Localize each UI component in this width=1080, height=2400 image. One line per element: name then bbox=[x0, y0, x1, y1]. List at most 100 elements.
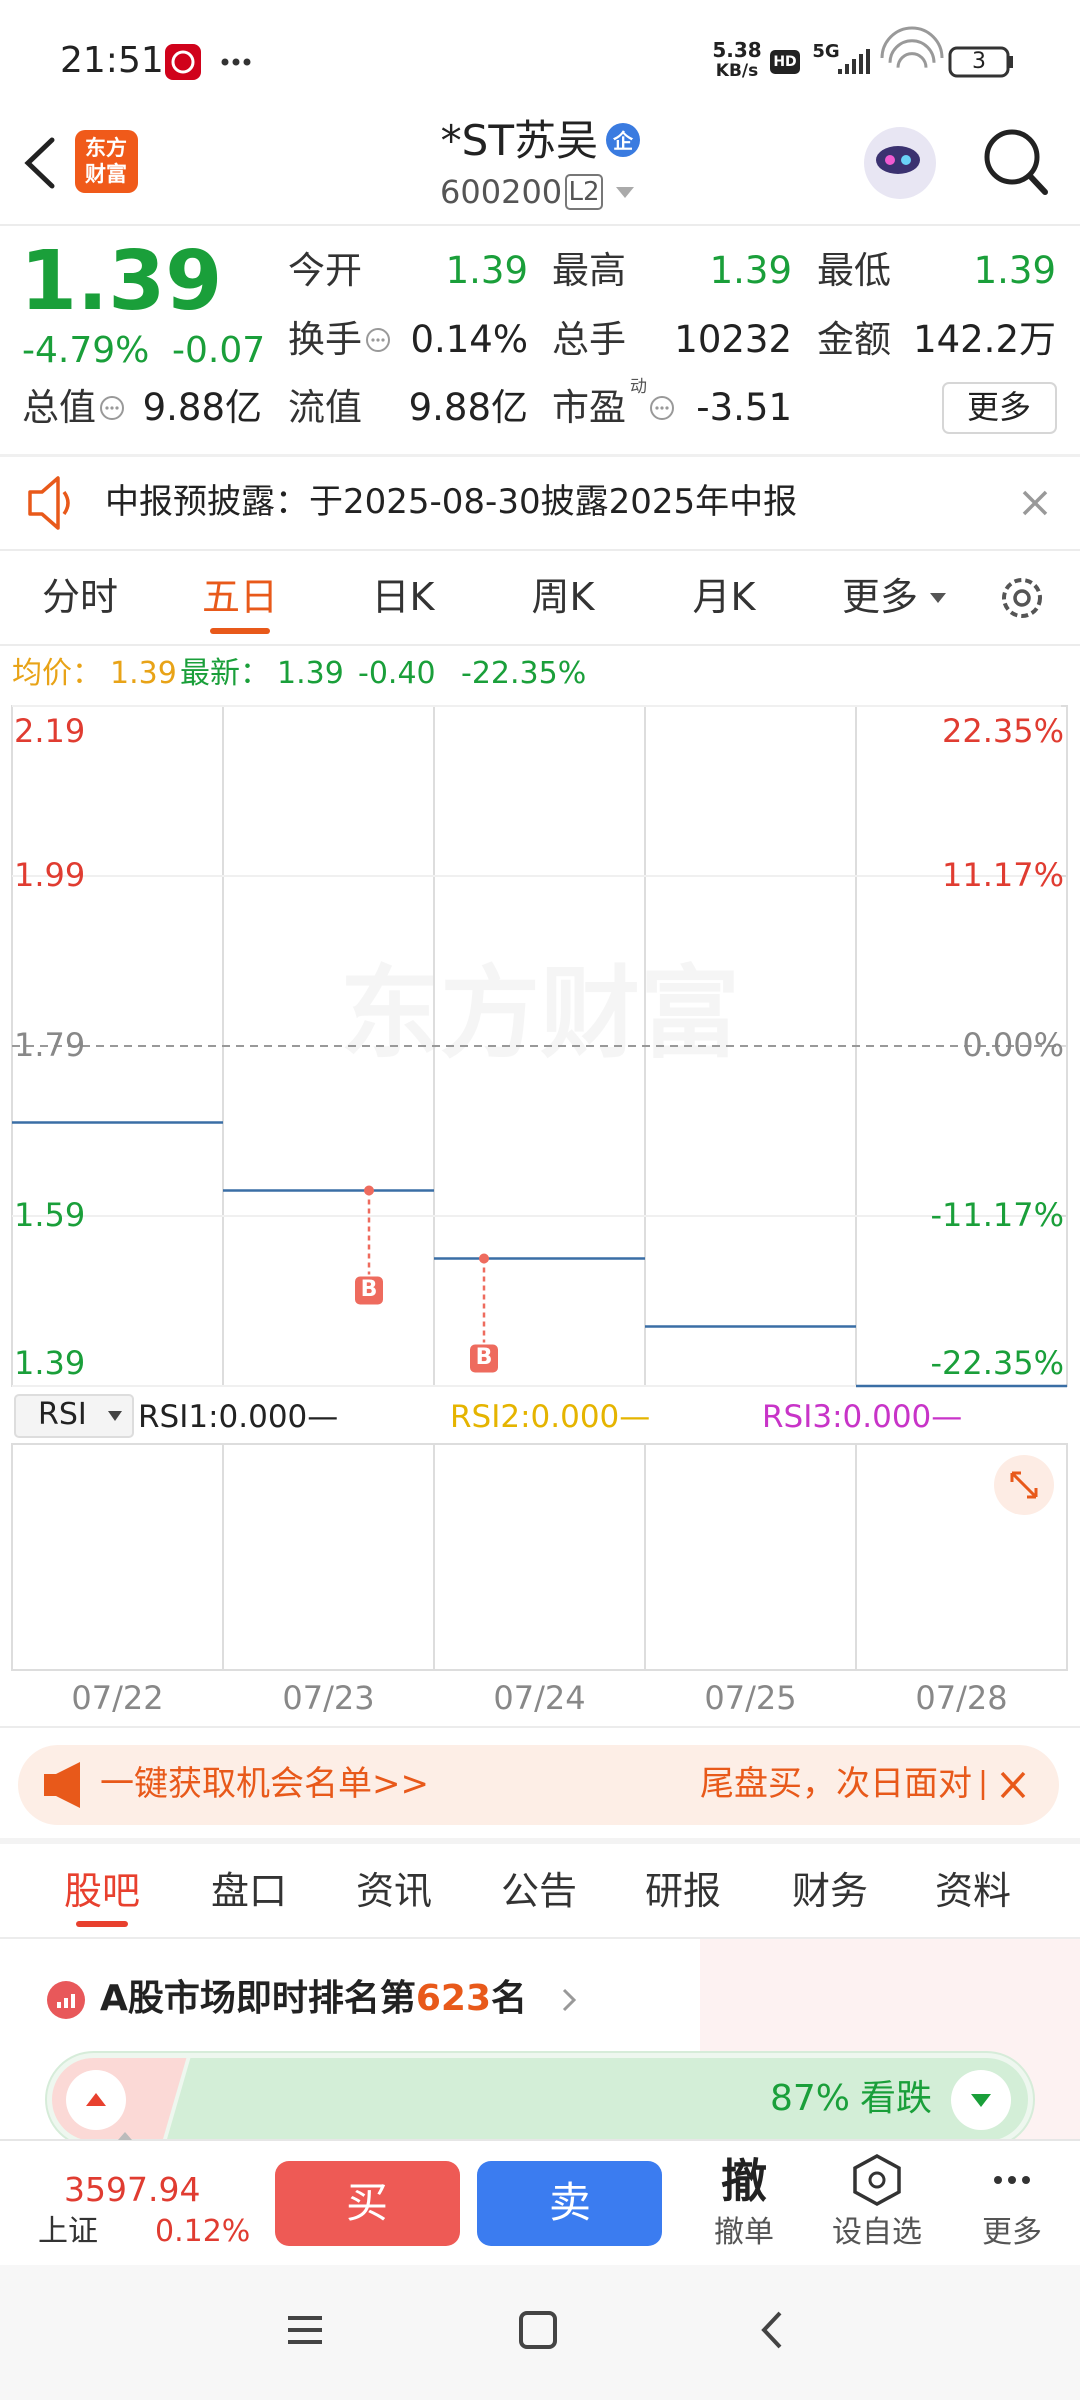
marker-badge bbox=[470, 1344, 498, 1373]
expand-icon bbox=[1010, 1471, 1038, 1499]
divider bbox=[0, 224, 1080, 226]
content-tab[interactable]: 研报 bbox=[644, 1869, 722, 1914]
more-icon-dot[interactable] bbox=[1008, 2176, 1016, 2184]
speaker-wave bbox=[62, 490, 70, 516]
chart-info: -22.35% bbox=[461, 656, 587, 692]
robot-eye bbox=[901, 155, 911, 165]
settings-button[interactable] bbox=[1002, 578, 1042, 618]
marker-dot bbox=[479, 1253, 489, 1264]
content-tab[interactable]: 财务 bbox=[791, 1869, 869, 1914]
speaker-icon bbox=[28, 476, 60, 530]
network-type: 5G bbox=[812, 40, 840, 62]
info-icon-dot bbox=[110, 406, 114, 410]
index-change: 0.12% bbox=[155, 2214, 251, 2250]
chart-tab[interactable]: 日K bbox=[371, 575, 435, 620]
indicator-dropdown-arrow bbox=[108, 1411, 122, 1421]
more-button[interactable] bbox=[942, 382, 1057, 434]
status-dot bbox=[221, 58, 229, 66]
settings-button-hole bbox=[1013, 589, 1031, 607]
content-tab[interactable]: 资讯 bbox=[355, 1869, 433, 1914]
brand-logo-text: 财富 bbox=[85, 162, 127, 187]
active-tab-indicator bbox=[210, 628, 270, 634]
promo-banner[interactable] bbox=[18, 1745, 1059, 1825]
chart-info: 最新： bbox=[180, 656, 270, 692]
content-tab[interactable]: 资料 bbox=[934, 1869, 1012, 1914]
search-button[interactable] bbox=[984, 129, 1040, 185]
battery-level: 3 bbox=[972, 48, 986, 74]
chart-tab[interactable]: 分时 bbox=[41, 575, 119, 620]
more-dropdown-arrow bbox=[930, 593, 946, 603]
chart-info: 均价： bbox=[12, 656, 102, 692]
rank-text[interactable]: A股市场即时排名第623名 bbox=[100, 1981, 527, 2017]
y-tick-label: 1.79 bbox=[14, 1026, 86, 1065]
more-button-text[interactable]: 更多 bbox=[966, 388, 1032, 427]
stat-label: 今开 bbox=[288, 248, 362, 292]
stat-value: 9.88亿 bbox=[408, 385, 528, 429]
info-icon[interactable] bbox=[650, 396, 674, 420]
x-tick-label: 07/25 bbox=[704, 1679, 797, 1718]
hd-badge bbox=[770, 50, 800, 74]
sell-button-text: 卖 bbox=[548, 2178, 592, 2228]
battery-tip bbox=[1009, 56, 1013, 68]
rank-number: 623 bbox=[415, 1978, 492, 2019]
indicator-frame bbox=[11, 1443, 1068, 1671]
divider bbox=[0, 549, 1080, 551]
sell-button[interactable] bbox=[477, 2161, 662, 2246]
level-dropdown[interactable] bbox=[616, 187, 634, 198]
index-pointer bbox=[118, 2132, 132, 2140]
content-tab[interactable]: 公告 bbox=[500, 1869, 578, 1914]
y2-tick-label: -22.35% bbox=[930, 1344, 1064, 1383]
search-handle bbox=[1027, 173, 1048, 195]
chart-info: 1.39 bbox=[110, 656, 177, 692]
nav-back[interactable] bbox=[761, 2311, 782, 2349]
info-icon-dot bbox=[371, 338, 375, 342]
info-icon[interactable] bbox=[366, 328, 390, 352]
indicator-select[interactable] bbox=[14, 1394, 134, 1438]
content-tab[interactable]: 股吧 bbox=[63, 1869, 141, 1914]
watchlist-icon-dot bbox=[868, 2171, 886, 2189]
marker-badge bbox=[355, 1276, 383, 1305]
info-icon[interactable] bbox=[100, 396, 124, 420]
more-icon-dot[interactable] bbox=[994, 2176, 1002, 2184]
stat-label: 流值 bbox=[288, 385, 362, 429]
buy-button-text: 买 bbox=[345, 2178, 389, 2228]
assistant-robot-face bbox=[876, 146, 920, 174]
wifi-arc bbox=[896, 52, 928, 68]
content-tab[interactable]: 盘口 bbox=[210, 1869, 288, 1914]
chart-tab[interactable]: 周K bbox=[531, 575, 595, 620]
chart-tab[interactable]: 更多 bbox=[841, 575, 919, 620]
marker-label: B bbox=[360, 1277, 378, 1303]
x-tick-label: 07/22 bbox=[71, 1679, 164, 1718]
cancel-icon[interactable]: 撤 bbox=[721, 2154, 767, 2209]
nav-home[interactable] bbox=[519, 2311, 557, 2349]
more-text[interactable]: 更多 bbox=[982, 2215, 1042, 2251]
cancel-text[interactable]: 撤单 bbox=[714, 2215, 774, 2251]
sentiment-text: 87% 看跌 bbox=[770, 2081, 932, 2117]
stat-value: 1.39 bbox=[445, 248, 528, 292]
info-icon-dot bbox=[115, 406, 119, 410]
indicator-name: RSI bbox=[38, 1397, 87, 1433]
back-button[interactable] bbox=[24, 137, 55, 189]
promo-close bbox=[1000, 1771, 1026, 1799]
net-unit: KB/s bbox=[715, 61, 759, 82]
divider bbox=[0, 1937, 1080, 1939]
more-icon-dot[interactable] bbox=[1022, 2176, 1030, 2184]
watchlist-icon[interactable] bbox=[853, 2154, 901, 2206]
sentiment-value_label: 87% bbox=[769, 2078, 850, 2119]
vote-up-arrow bbox=[86, 2093, 106, 2106]
rank-icon-bar bbox=[64, 1998, 68, 2008]
stat-value: -3.51 bbox=[696, 385, 792, 429]
stat-label: 总值 bbox=[22, 385, 96, 429]
status-dot bbox=[243, 58, 251, 66]
info-icon-dot bbox=[381, 338, 385, 342]
y-tick-label: 2.19 bbox=[14, 712, 86, 751]
indicator-value: RSI2:0.000— bbox=[450, 1398, 651, 1435]
watchlist-text[interactable]: 设自选 bbox=[832, 2215, 922, 2251]
wifi-arc bbox=[888, 39, 936, 63]
chart-tab[interactable]: 五日 bbox=[201, 575, 279, 620]
stat-label: 金额 bbox=[817, 317, 891, 361]
buy-button[interactable] bbox=[275, 2161, 460, 2246]
signal-bar bbox=[845, 64, 849, 74]
chart-tab[interactable]: 月K bbox=[692, 575, 756, 620]
